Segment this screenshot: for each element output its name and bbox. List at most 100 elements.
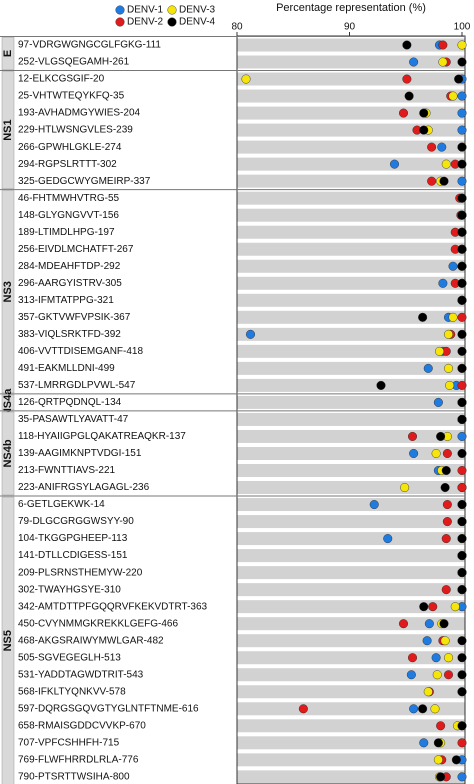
- data-dot: [433, 397, 443, 407]
- row-band: [237, 106, 465, 120]
- group-box: [1, 190, 15, 394]
- data-dot: [448, 261, 458, 271]
- row-band: [237, 344, 465, 358]
- data-dot: [457, 108, 467, 118]
- data-dot: [457, 772, 467, 782]
- data-dot: [457, 312, 467, 322]
- peptide-label: 294-RGPSLRTTT-302: [18, 159, 117, 170]
- data-dot: [457, 244, 467, 254]
- row-band: [237, 123, 465, 137]
- data-dot: [376, 380, 386, 390]
- data-dot: [457, 329, 467, 339]
- legend-label: DENV-2: [127, 17, 164, 28]
- data-dot: [457, 585, 467, 595]
- row-band: [237, 378, 465, 392]
- data-dot: [442, 500, 452, 510]
- data-dot: [438, 278, 448, 288]
- data-dot: [441, 534, 451, 544]
- row-band: [237, 549, 465, 563]
- row-band: [237, 481, 465, 495]
- data-dot: [430, 704, 440, 714]
- data-dot: [450, 602, 460, 612]
- group-label: NS5: [2, 630, 14, 651]
- data-dot: [438, 57, 448, 67]
- data-dot: [409, 57, 419, 67]
- row-band: [237, 157, 465, 171]
- legend-label: DENV-4: [179, 17, 216, 28]
- row-band: [237, 429, 465, 443]
- data-dot: [418, 312, 428, 322]
- data-dot: [448, 312, 458, 322]
- row-band: [237, 685, 465, 699]
- data-dot: [444, 653, 454, 663]
- data-dot: [457, 551, 467, 561]
- data-dot: [439, 619, 449, 629]
- data-dot: [444, 670, 454, 680]
- group-label: NS4b: [2, 439, 14, 467]
- peptide-label: 284-MDEAHFTDP-292: [18, 261, 121, 272]
- row-band: [237, 736, 465, 750]
- data-dot: [457, 431, 467, 441]
- row-band: [237, 276, 465, 290]
- data-dot: [457, 721, 467, 731]
- data-dot: [402, 40, 412, 50]
- data-dot: [241, 74, 251, 84]
- data-dot: [457, 176, 467, 186]
- peptide-label: 229-HTLWSNGVLES-239: [18, 125, 133, 136]
- data-dot: [431, 448, 441, 458]
- x-axis-label: Percentage representation (%): [276, 2, 426, 14]
- row-band: [237, 532, 465, 546]
- group-box: [1, 411, 15, 496]
- peptide-label: 209-PLSRNSTHEMYW-220: [18, 567, 143, 578]
- peptide-label: 537-LMRRGDLPVWL-547: [18, 380, 136, 391]
- data-dot: [457, 448, 467, 458]
- data-dot: [457, 295, 467, 305]
- data-dot: [399, 108, 409, 118]
- row-band: [237, 242, 465, 256]
- group-label: NS4a: [2, 388, 14, 416]
- data-dot: [457, 193, 467, 203]
- data-dot: [457, 278, 467, 288]
- data-dot: [419, 108, 429, 118]
- data-dot: [457, 57, 467, 67]
- peptide-label: 193-AVHADMGYWIES-204: [18, 108, 141, 119]
- data-dot: [451, 755, 461, 765]
- row-band: [237, 327, 465, 341]
- peptide-label: 46-FHTMWHVTRG-55: [18, 193, 120, 204]
- data-dot: [428, 602, 438, 612]
- peptide-label: 313-IFMTATPPG-321: [18, 295, 114, 306]
- row-band: [237, 702, 465, 716]
- peptide-label: 505-SGVEGEGLH-513: [18, 652, 121, 663]
- peptide-label: 256-EIVDLMCHATFT-267: [18, 244, 134, 255]
- data-dot: [457, 397, 467, 407]
- row-band: [237, 412, 465, 426]
- data-dot: [419, 125, 429, 135]
- peptide-label: 118-HYAIIGPGLQAKATREAQKR-137: [18, 431, 186, 442]
- peptide-label: 302-TWAYHGSYE-310: [18, 584, 121, 595]
- data-dot: [444, 363, 454, 373]
- peptide-label: 357-GKTVWFVPSIK-367: [18, 312, 131, 323]
- data-dot: [435, 346, 445, 356]
- group-box: [1, 394, 15, 411]
- peptide-label: 139-AAGIMKNPTVDGI-151: [18, 448, 142, 459]
- peptide-label: 126-QRTPQDNQL-134: [18, 397, 122, 408]
- data-dot: [457, 670, 467, 680]
- x-tick-label: 100: [454, 22, 471, 33]
- data-dot: [441, 466, 451, 476]
- data-dot: [457, 500, 467, 510]
- data-dot: [423, 687, 433, 697]
- data-dot: [433, 738, 443, 748]
- data-dot: [457, 159, 467, 169]
- peptide-label: 568-IFKLTYQNKVV-578: [18, 686, 126, 697]
- peptide-label: 252-VLGSQEGAMH-261: [18, 57, 130, 68]
- row-band: [237, 55, 465, 69]
- x-tick-label: 90: [344, 22, 356, 33]
- data-dot: [457, 227, 467, 237]
- data-dot: [400, 483, 410, 493]
- row-band: [237, 566, 465, 580]
- data-dot: [439, 176, 449, 186]
- peptide-label: 531-YADDTAGWDTRIT-543: [18, 669, 144, 680]
- row-band: [237, 498, 465, 512]
- row-band: [237, 446, 465, 460]
- data-dot: [440, 483, 450, 493]
